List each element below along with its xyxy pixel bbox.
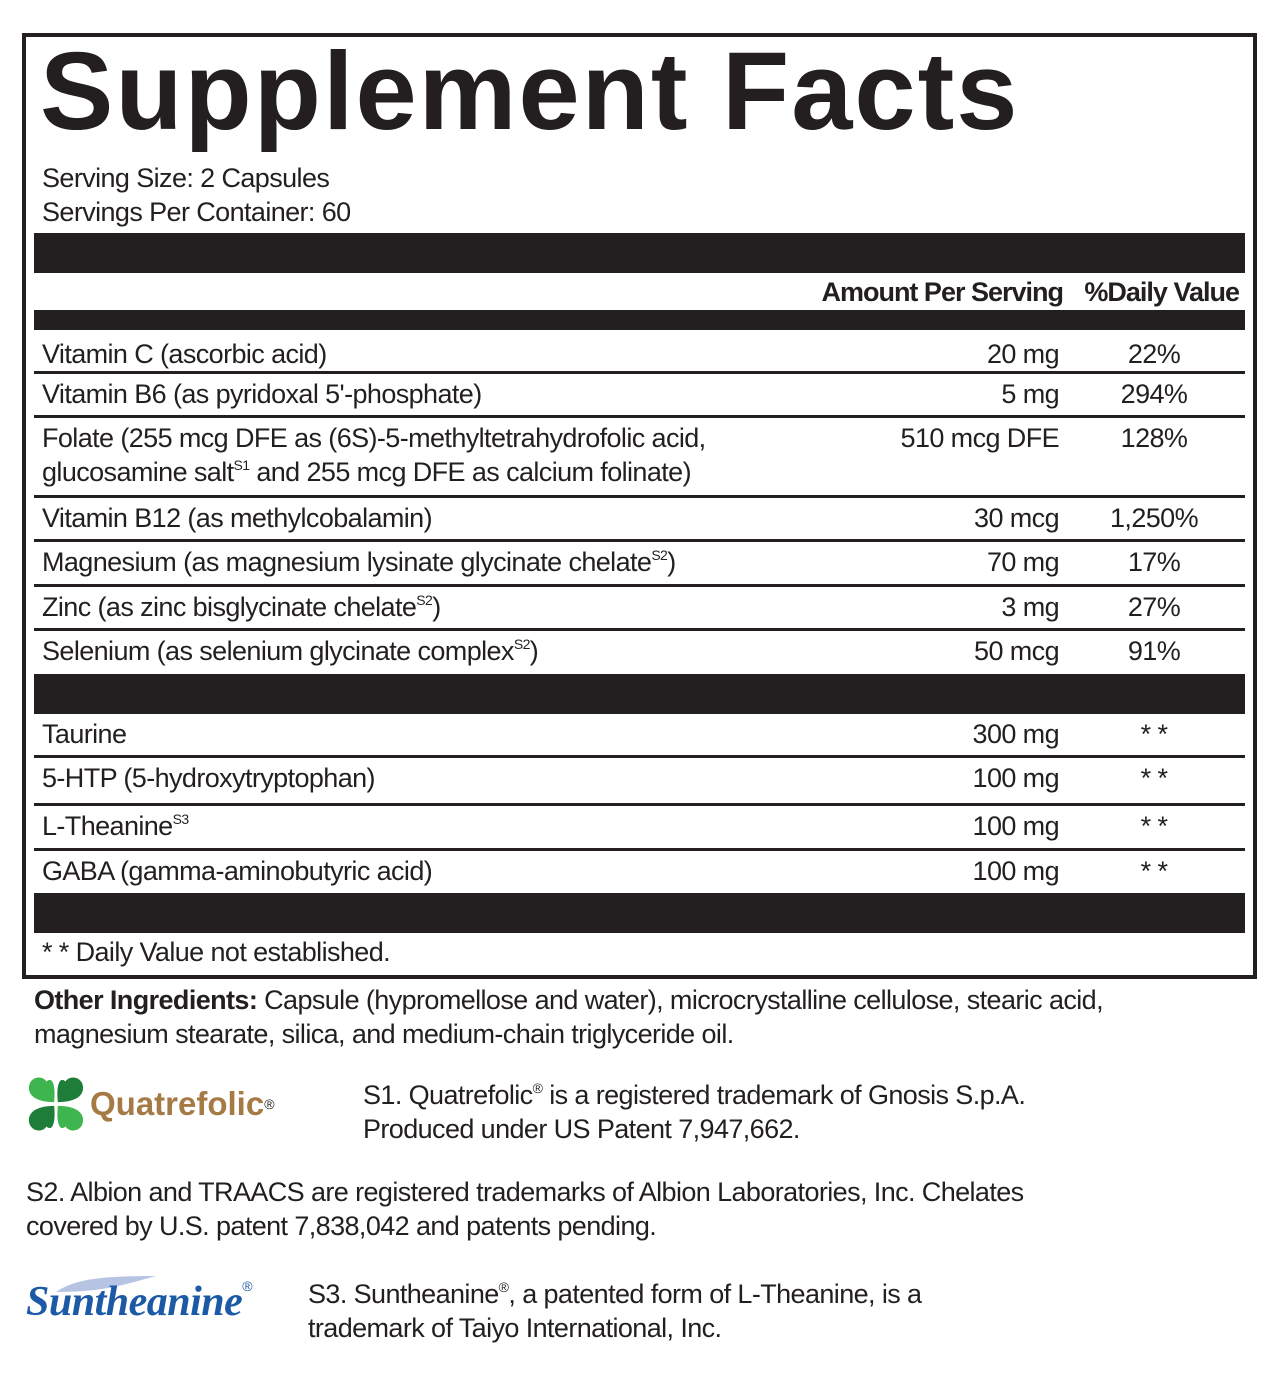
nutrient-daily-value: * * — [1140, 719, 1168, 749]
divider-bar — [34, 310, 1245, 330]
nutrient-amount: 30 mcg — [974, 503, 1060, 533]
nutrient-daily-value: * * — [1140, 763, 1168, 793]
nutrient-amount: 100 mg — [972, 856, 1060, 886]
nutrient-daily-value: 1,250% — [1110, 503, 1199, 533]
divider-bar — [34, 674, 1245, 714]
nutrient-daily-value: * * — [1140, 811, 1168, 841]
supplement-facts-panel: Supplement Facts Serving Size: 2 Capsule… — [22, 30, 1257, 979]
nutrient-name: Taurine — [42, 719, 127, 749]
nutrient-name: 5-HTP (5-hydroxytryptophan) — [42, 763, 376, 793]
nutrient-name: Vitamin C (ascorbic acid) — [42, 339, 327, 369]
nutrient-row: Magnesium (as magnesium lysinate glycina… — [34, 542, 1245, 587]
nutrient-row: Taurine 300 mg * * — [34, 714, 1245, 758]
other-ingredients-label: Other Ingredients: — [34, 985, 258, 1015]
footnote-s2: S2. Albion and TRAACS are registered tra… — [26, 1177, 1024, 1241]
nutrient-name: GABA (gamma-aminobutyric acid) — [42, 856, 433, 886]
nutrient-name: L-TheanineS3 — [42, 811, 189, 841]
nutrient-daily-value: 22% — [1127, 339, 1181, 369]
nutrient-amount: 70 mg — [986, 547, 1060, 577]
quatrefolic-logo: Quatrefolic ® — [26, 1074, 275, 1134]
nutrient-amount: 3 mg — [1001, 592, 1059, 622]
servings-per-container: Servings Per Container: 60 — [42, 197, 351, 227]
nutrient-daily-value: 294% — [1120, 379, 1188, 409]
nutrient-name: Zinc (as zinc bisglycinate chelateS2) — [42, 592, 441, 622]
nutrient-daily-value: 27% — [1127, 592, 1181, 622]
nutrient-row: Vitamin C (ascorbic acid) 20 mg 22% — [34, 334, 1245, 374]
nutrient-name: Selenium (as selenium glycinate complexS… — [42, 636, 539, 666]
header-daily-value: %Daily Value — [1084, 277, 1240, 307]
other-ingredients-text2: magnesium stearate, silica, and medium-c… — [34, 1019, 734, 1049]
registered-mark: ® — [242, 1278, 253, 1294]
header-amount: Amount Per Serving — [821, 277, 1064, 307]
nutrient-name: Vitamin B12 (as methylcobalamin) — [42, 503, 433, 533]
nutrient-row: Vitamin B12 (as methylcobalamin) 30 mcg 1,… — [34, 498, 1245, 542]
nutrient-daily-value: 17% — [1127, 547, 1181, 577]
divider-bar — [34, 893, 1245, 933]
nutrient-row: Zinc (as zinc bisglycinate chelateS2) 3 m… — [34, 587, 1245, 631]
suntheanine-logo: Suntheanine® — [26, 1276, 253, 1326]
nutrient-row: Vitamin B6 (as pyridoxal 5'-phosphate) 5 … — [34, 374, 1245, 418]
panel-title: Supplement Facts — [40, 30, 1020, 153]
wave-icon — [56, 1276, 156, 1292]
nutrient-amount: 50 mcg — [974, 636, 1060, 666]
footnote-s3: S3. Suntheanine®, a patented form of L-T… — [308, 1279, 922, 1343]
nutrient-name: Magnesium (as magnesium lysinate glycina… — [42, 547, 676, 577]
nutrient-daily-value: 91% — [1127, 636, 1181, 666]
registered-mark: ® — [264, 1096, 275, 1112]
suntheanine-wordmark: Suntheanine — [26, 1279, 243, 1325]
nutrient-row: GABA (gamma-aminobutyric acid) 100 mg * * — [34, 851, 1245, 893]
nutrient-row: 5-HTP (5-hydroxytryptophan) 100 mg * * — [34, 758, 1245, 806]
nutrient-daily-value: * * — [1140, 856, 1168, 886]
nutrient-row: L-TheanineS3 100 mg * * — [34, 806, 1245, 851]
nutrient-amount: 300 mg — [972, 719, 1060, 749]
nutrient-amount: 100 mg — [972, 811, 1060, 841]
footnote: * * Daily Value not established. — [42, 937, 391, 967]
nutrient-amount: 20 mg — [986, 339, 1060, 369]
divider-bar — [34, 233, 1245, 273]
clover-icon — [28, 1077, 84, 1131]
nutrient-amount: 510 mcg DFE — [900, 423, 1060, 453]
nutrient-name: Folate (255 mcg DFE as (6S)-5-methyltetr… — [42, 423, 706, 487]
serving-size: Serving Size: 2 Capsules — [42, 163, 330, 193]
other-ingredients: Other Ingredients: Capsule (hypromellose… — [34, 983, 1104, 1051]
nutrient-row: Selenium (as selenium glycinate complexS… — [34, 631, 1245, 674]
footnote-s1: S1. Quatrefolic® is a registered tradema… — [363, 1080, 1026, 1144]
nutrient-name: Vitamin B6 (as pyridoxal 5'-phosphate) — [42, 379, 482, 409]
nutrient-amount: 5 mg — [1001, 379, 1059, 409]
nutrient-row: Folate (255 mcg DFE as (6S)-5-methyltetr… — [34, 418, 1245, 498]
quatrefolic-wordmark: Quatrefolic — [90, 1085, 265, 1122]
nutrient-daily-value: 128% — [1120, 423, 1188, 453]
nutrient-amount: 100 mg — [972, 763, 1060, 793]
other-ingredients-text: Capsule (hypromellose and water), microc… — [257, 985, 1103, 1015]
